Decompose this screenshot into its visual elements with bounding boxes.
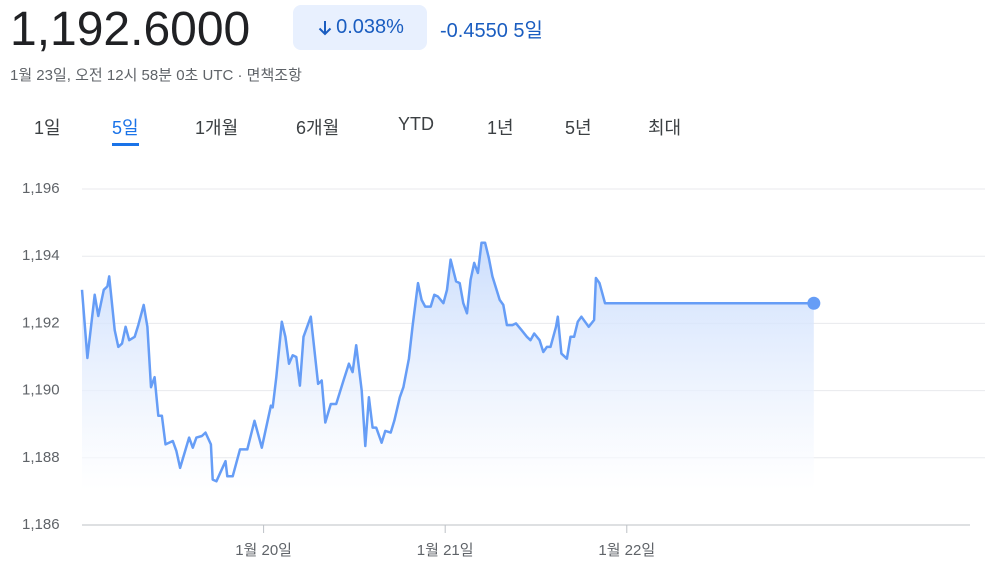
tab[interactable]: YTD — [398, 114, 434, 134]
y-tick-label: 1,194 — [22, 247, 60, 264]
x-tick-label: 1월 22일 — [598, 542, 655, 559]
change-badge: 0.038% — [293, 5, 427, 50]
tab[interactable]: 1년 — [487, 118, 514, 138]
tab[interactable]: 1개월 — [195, 118, 239, 138]
end-point — [807, 296, 821, 310]
price: 1,192.6000 — [10, 3, 251, 56]
tab[interactable]: 1일 — [34, 118, 61, 138]
area — [82, 242, 814, 490]
tab[interactable]: 5일 — [112, 114, 139, 146]
down-arrow-icon — [318, 20, 332, 35]
change-percent: 0.038% — [336, 16, 404, 38]
tab[interactable]: 6개월 — [296, 118, 340, 138]
timestamp: 1월 23일, 오전 12시 58분 0초 UTC · 면책조항 — [10, 67, 302, 84]
x-tick-label: 1월 20일 — [235, 542, 292, 559]
change: -0.4550 — [440, 20, 508, 42]
y-tick-label: 1,192 — [22, 314, 60, 331]
y-tick-label: 1,188 — [22, 449, 60, 466]
tab[interactable]: 5년 — [565, 118, 592, 138]
y-tick-label: 1,196 — [22, 180, 60, 197]
x-tick-label: 1월 21일 — [417, 542, 474, 559]
change-row: -0.4550 5일 — [440, 14, 543, 43]
tab[interactable]: 최대 — [648, 118, 682, 138]
line — [80, 241, 814, 483]
y-tick-label: 1,186 — [22, 516, 60, 533]
y-tick-label: 1,190 — [22, 382, 60, 399]
period: 5일 — [513, 20, 543, 42]
